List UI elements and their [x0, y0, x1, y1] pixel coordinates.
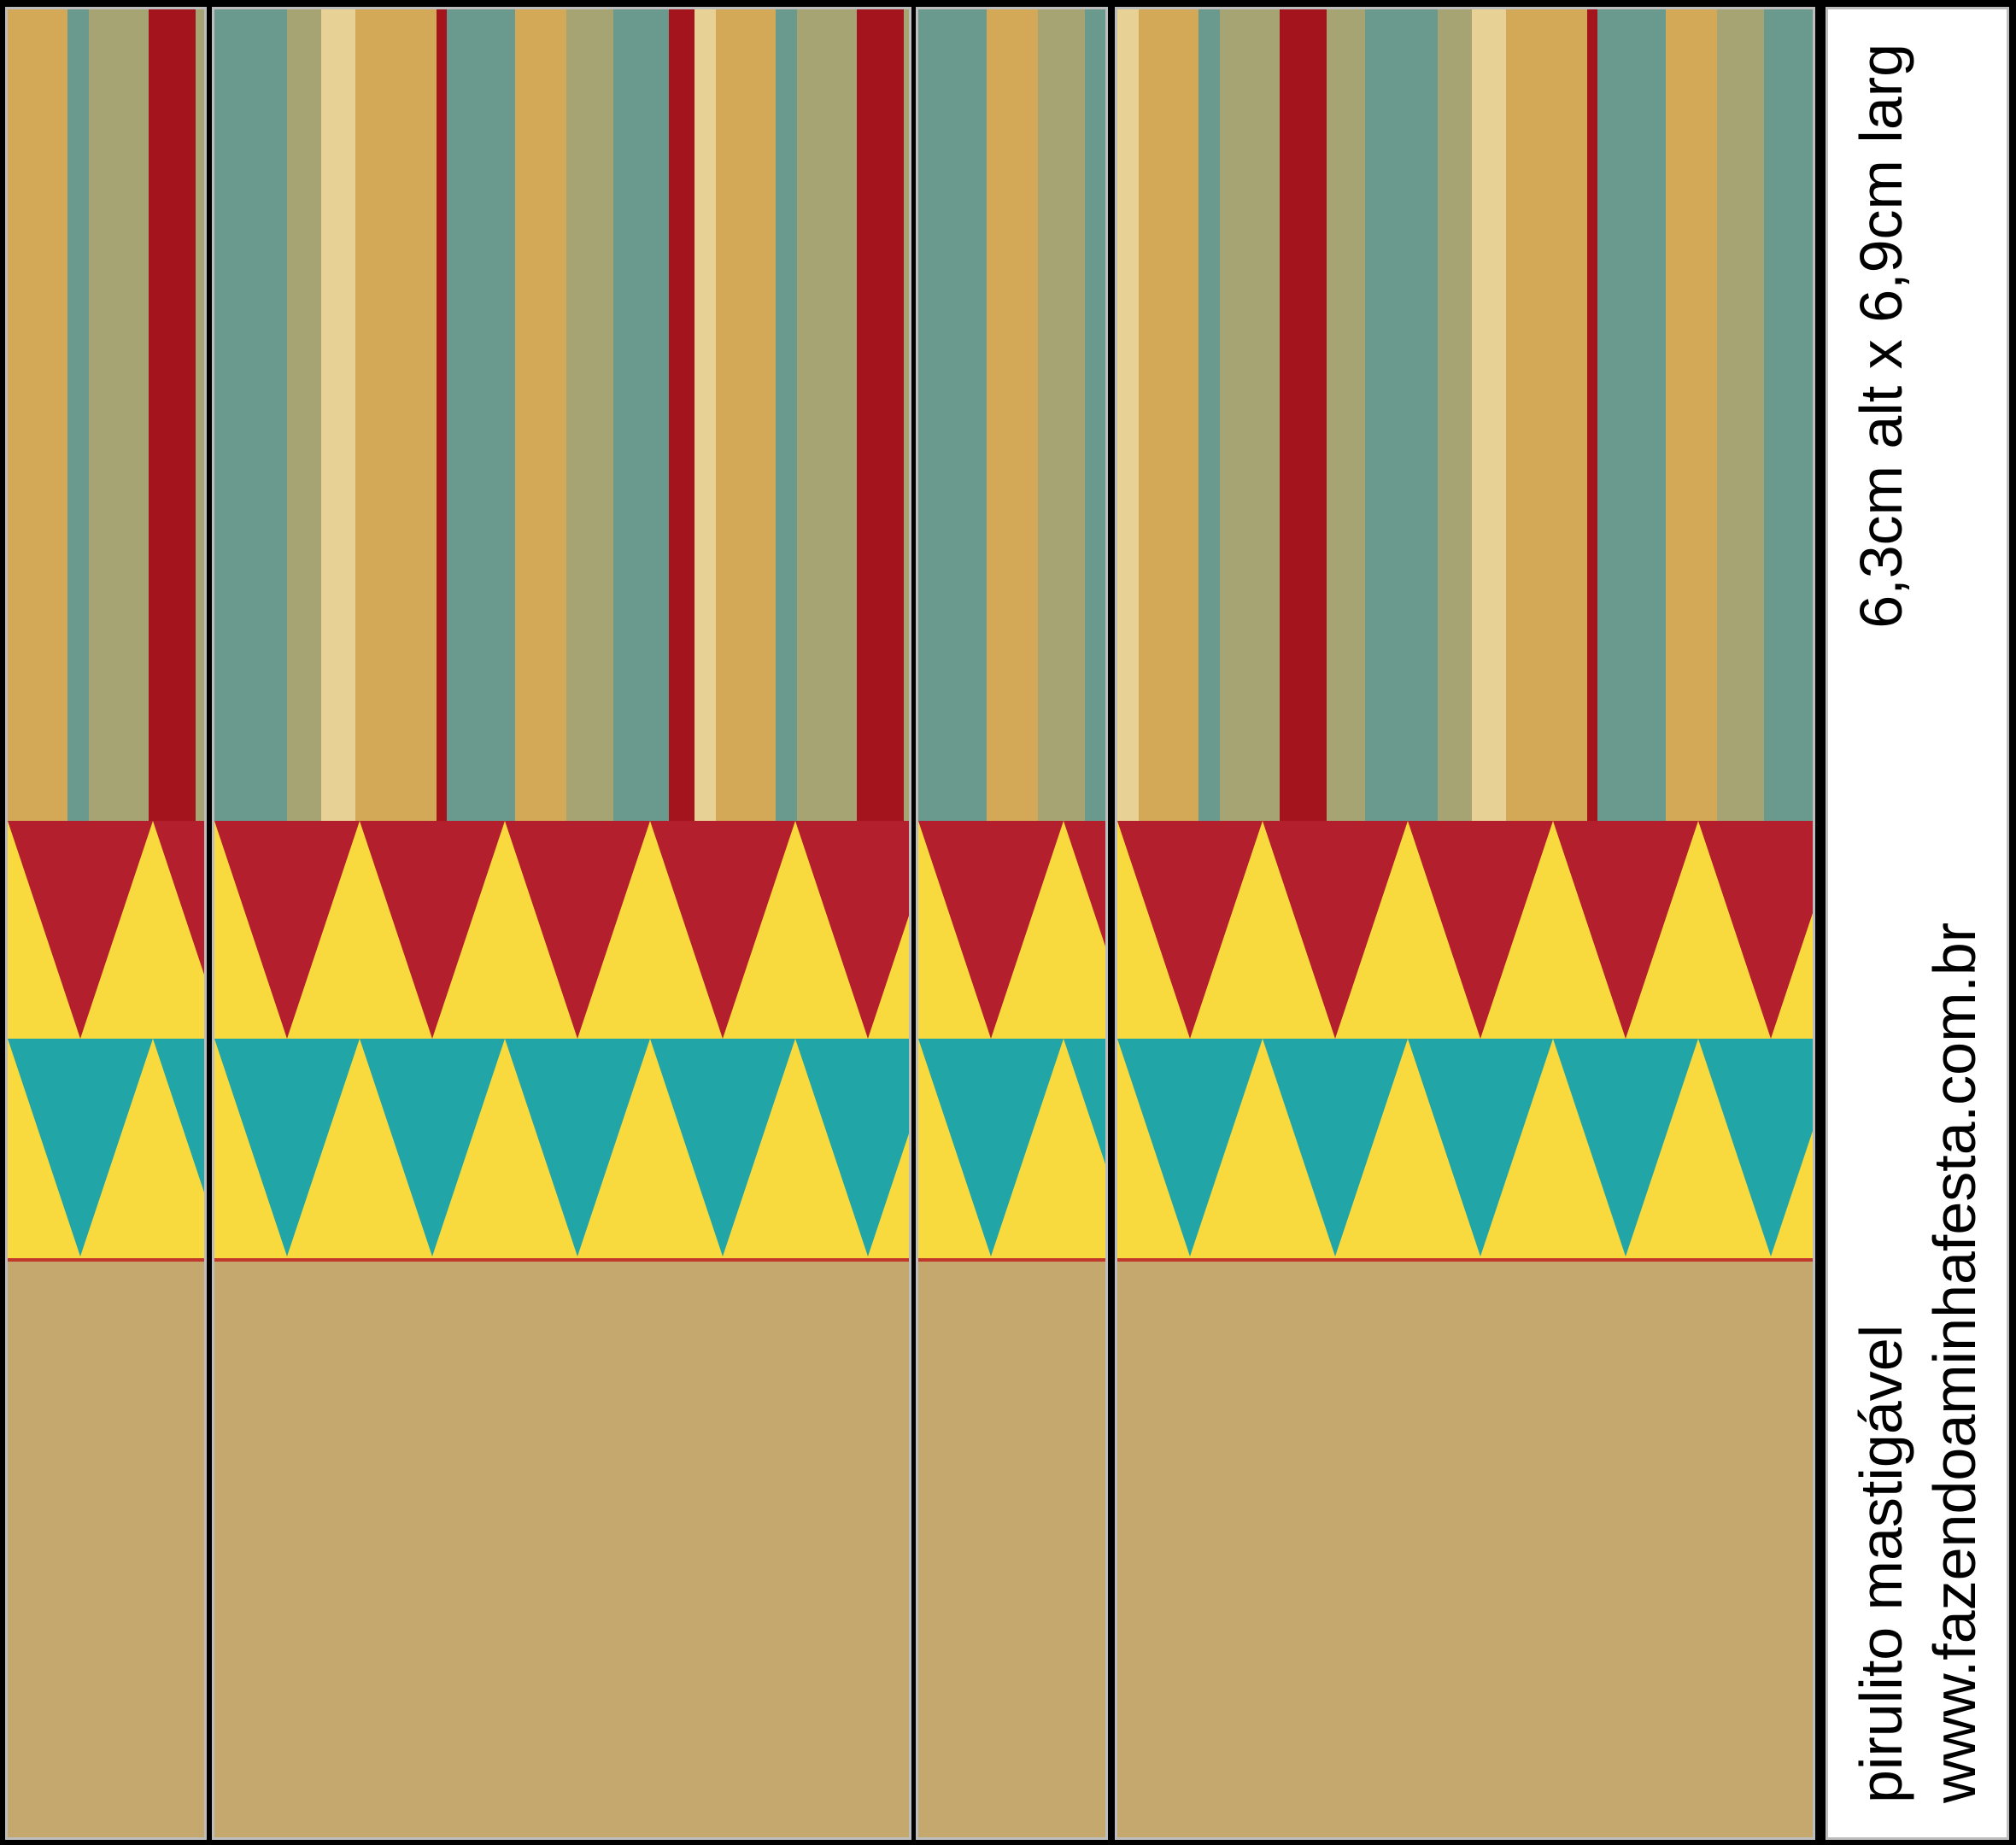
- stripe: [1365, 9, 1438, 821]
- stripe: [1597, 9, 1666, 821]
- stripe: [904, 9, 909, 821]
- stripe: [694, 9, 716, 821]
- stripe: [1139, 9, 1198, 821]
- bottom-area: [918, 1262, 1105, 1837]
- stripe: [1038, 9, 1085, 821]
- stripe: [196, 9, 204, 821]
- red-pennant: [795, 821, 909, 1039]
- red-pennant: [505, 821, 650, 1039]
- red-pennant: [1263, 821, 1408, 1039]
- stripe: [1117, 9, 1139, 821]
- stripe: [1198, 9, 1220, 821]
- stripe: [355, 9, 437, 821]
- stripe: [1085, 9, 1105, 821]
- website-text: www.fazendoaminhafesta.com.br: [1920, 922, 1988, 1803]
- red-pennant: [918, 821, 1064, 1039]
- stripe: [515, 9, 566, 821]
- bottom-area: [8, 1262, 204, 1837]
- text-line-2: www.fazendoaminhafesta.com.br: [1920, 44, 1989, 1803]
- teal-pennant: [1553, 1039, 1698, 1256]
- red-pennant: [1117, 821, 1263, 1039]
- text-line-1: pirulito mastigável 6,3cm alt x 6,9cm la…: [1847, 44, 1915, 1803]
- panel-artwork: [214, 9, 909, 1837]
- teal-pennant: [1408, 1039, 1553, 1256]
- stripe: [214, 9, 287, 821]
- stripe: [1717, 9, 1764, 821]
- stripe: [321, 9, 355, 821]
- stripe: [1438, 9, 1472, 821]
- stripe: [669, 9, 694, 821]
- stripe: [797, 9, 857, 821]
- size-text: 6,3cm alt x 6,9cm larg: [1847, 44, 1914, 629]
- teal-pennant: [1117, 1039, 1263, 1256]
- label-panel-2: [212, 7, 911, 1840]
- info-panel: pirulito mastigável 6,3cm alt x 6,9cm la…: [1826, 7, 2009, 1840]
- stripe: [613, 9, 669, 821]
- red-pennant: [360, 821, 505, 1039]
- label-panel-1: [5, 7, 207, 1840]
- teal-pennant: [650, 1039, 795, 1256]
- teal-pennant: [214, 1039, 360, 1256]
- label-panel-3: [916, 7, 1108, 1840]
- divider-line: [214, 1258, 909, 1262]
- teal-pennant: [795, 1039, 909, 1256]
- stripe: [918, 9, 987, 821]
- stripe: [857, 9, 904, 821]
- teal-pennant: [505, 1039, 650, 1256]
- red-pennant: [1553, 821, 1698, 1039]
- bottom-area: [214, 1262, 909, 1837]
- stripe: [67, 9, 89, 821]
- teal-pennant: [1064, 1039, 1105, 1164]
- stripe: [89, 9, 149, 821]
- product-name: pirulito mastigável: [1847, 1324, 1914, 1803]
- divider-line: [1117, 1258, 1813, 1262]
- teal-pennant: [153, 1039, 204, 1192]
- panel-artwork: [8, 9, 204, 1837]
- stripe: [1472, 9, 1506, 821]
- red-pennant: [650, 821, 795, 1039]
- stripe: [1587, 9, 1597, 821]
- stripe: [437, 9, 447, 821]
- stripe: [447, 9, 515, 821]
- stripe: [287, 9, 321, 821]
- red-pennant: [1064, 821, 1105, 946]
- teal-pennant: [1263, 1039, 1408, 1256]
- stripe: [566, 9, 613, 821]
- teal-pennant: [1698, 1039, 1813, 1256]
- divider-line: [918, 1258, 1105, 1262]
- stripe: [1764, 9, 1813, 821]
- teal-pennant: [8, 1039, 153, 1256]
- stripe: [716, 9, 776, 821]
- stripe: [1220, 9, 1280, 821]
- teal-pennant: [360, 1039, 505, 1256]
- stripe: [8, 9, 67, 821]
- stripe: [149, 9, 196, 821]
- red-pennant: [214, 821, 360, 1039]
- panel-artwork: [918, 9, 1105, 1837]
- stripe: [987, 9, 1038, 821]
- stripe: [1666, 9, 1717, 821]
- stripe: [1280, 9, 1327, 821]
- stripe: [776, 9, 797, 821]
- label-panel-4: [1115, 7, 1815, 1840]
- rotated-text-block: pirulito mastigável 6,3cm alt x 6,9cm la…: [1837, 35, 1999, 1812]
- red-pennant: [1408, 821, 1553, 1039]
- red-pennant: [1698, 821, 1813, 1039]
- panel-artwork: [1117, 9, 1813, 1837]
- red-pennant: [8, 821, 153, 1039]
- red-pennant: [153, 821, 204, 975]
- bottom-area: [1117, 1262, 1813, 1837]
- teal-pennant: [918, 1039, 1064, 1256]
- divider-line: [8, 1258, 204, 1262]
- stripe: [1327, 9, 1365, 821]
- stripe: [1506, 9, 1587, 821]
